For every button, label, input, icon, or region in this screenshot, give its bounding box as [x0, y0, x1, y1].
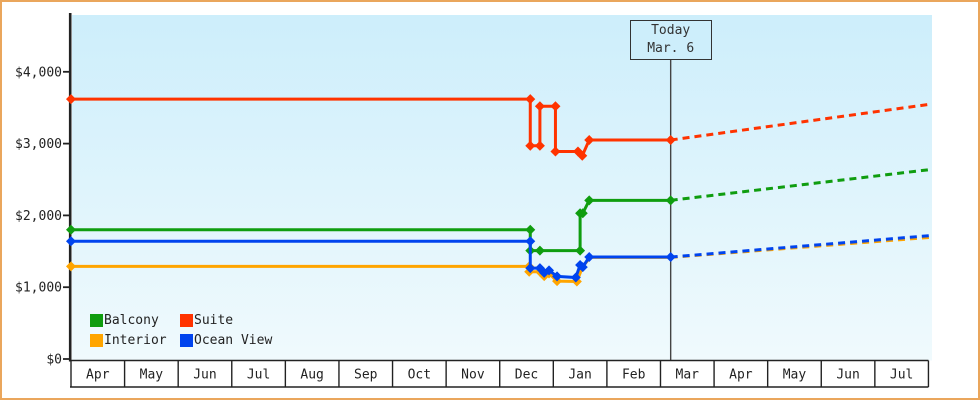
month-label: Dec	[515, 368, 538, 383]
month-label: Apr	[86, 368, 110, 383]
legend-item-balcony: Balcony	[90, 312, 180, 329]
month-label: Apr	[729, 368, 753, 383]
data-point-marker-balcony	[534, 245, 545, 256]
data-point-marker-ocean_view	[66, 236, 76, 247]
data-point-marker-ocean_view	[525, 263, 536, 274]
today-date: Mar. 6	[647, 41, 695, 56]
y-tick-label: $0	[46, 353, 62, 368]
data-point-marker-suite	[534, 101, 545, 112]
chart-legend: Balcony Suite Interior Ocean View	[90, 312, 272, 349]
data-point-marker-ocean_view	[552, 271, 563, 282]
month-label: Jul	[890, 368, 913, 383]
y-tick-label: $1,000	[15, 281, 62, 296]
data-point-marker-ocean_view	[665, 252, 676, 263]
data-point-marker-suite	[534, 140, 545, 151]
data-point-marker-ocean_view	[525, 236, 536, 247]
series-prediction-interior	[670, 235, 932, 259]
ocean-view-color-swatch	[180, 334, 193, 347]
series-prediction-balcony	[670, 167, 932, 202]
data-point-marker-balcony	[665, 195, 676, 206]
data-point-marker-suite	[665, 135, 676, 146]
data-point-marker-ocean_view	[577, 262, 588, 273]
y-tick-label: $4,000	[15, 65, 62, 80]
y-tick-label: $2,000	[15, 209, 62, 224]
data-point-marker-balcony	[584, 195, 595, 206]
data-point-marker-suite	[577, 150, 588, 161]
data-point-marker-ocean_view	[544, 265, 555, 276]
month-label: Jun	[193, 368, 216, 383]
data-point-marker-suite	[525, 140, 536, 151]
suite-color-swatch	[180, 314, 193, 327]
data-point-marker-balcony	[577, 208, 588, 219]
data-point-marker-ocean_view	[584, 252, 595, 263]
data-point-marker-balcony	[525, 224, 536, 235]
legend-item-ocean-view: Ocean View	[180, 332, 272, 349]
month-label: Sep	[354, 368, 378, 383]
data-point-marker-balcony	[575, 245, 586, 256]
series-prediction-suite	[670, 102, 932, 142]
month-label: Feb	[622, 368, 646, 383]
data-point-marker-suite	[550, 146, 561, 157]
month-label: May	[783, 368, 807, 383]
month-label: Nov	[461, 368, 485, 383]
balcony-color-swatch	[90, 314, 103, 327]
legend-label: Balcony	[104, 313, 159, 328]
data-point-marker-suite	[66, 94, 76, 105]
data-point-marker-interior	[66, 261, 76, 272]
data-point-marker-balcony	[66, 224, 76, 235]
series-prediction-ocean_view	[670, 234, 932, 259]
month-label: May	[140, 368, 164, 383]
plot-area	[72, 15, 932, 361]
month-label: Aug	[300, 368, 323, 383]
legend-item-interior: Interior	[90, 332, 180, 349]
interior-color-swatch	[90, 334, 103, 347]
data-point-marker-suite	[525, 94, 536, 105]
legend-label: Interior	[104, 333, 167, 348]
legend-label: Ocean View	[194, 333, 273, 348]
data-point-marker-suite	[584, 135, 595, 146]
data-point-marker-suite	[550, 101, 561, 112]
month-label: Jul	[247, 368, 270, 383]
data-point-marker-ocean_view	[570, 272, 581, 283]
today-box: Today Mar. 6	[629, 20, 712, 60]
legend-item-suite: Suite	[180, 312, 272, 329]
month-label: Jun	[836, 368, 859, 383]
legend-label: Suite	[194, 313, 234, 328]
month-label: Mar	[676, 368, 700, 383]
month-label: Oct	[408, 368, 431, 383]
y-tick-label: $3,000	[15, 137, 62, 152]
month-label: Jan	[568, 368, 591, 383]
today-label: Today	[651, 23, 691, 38]
